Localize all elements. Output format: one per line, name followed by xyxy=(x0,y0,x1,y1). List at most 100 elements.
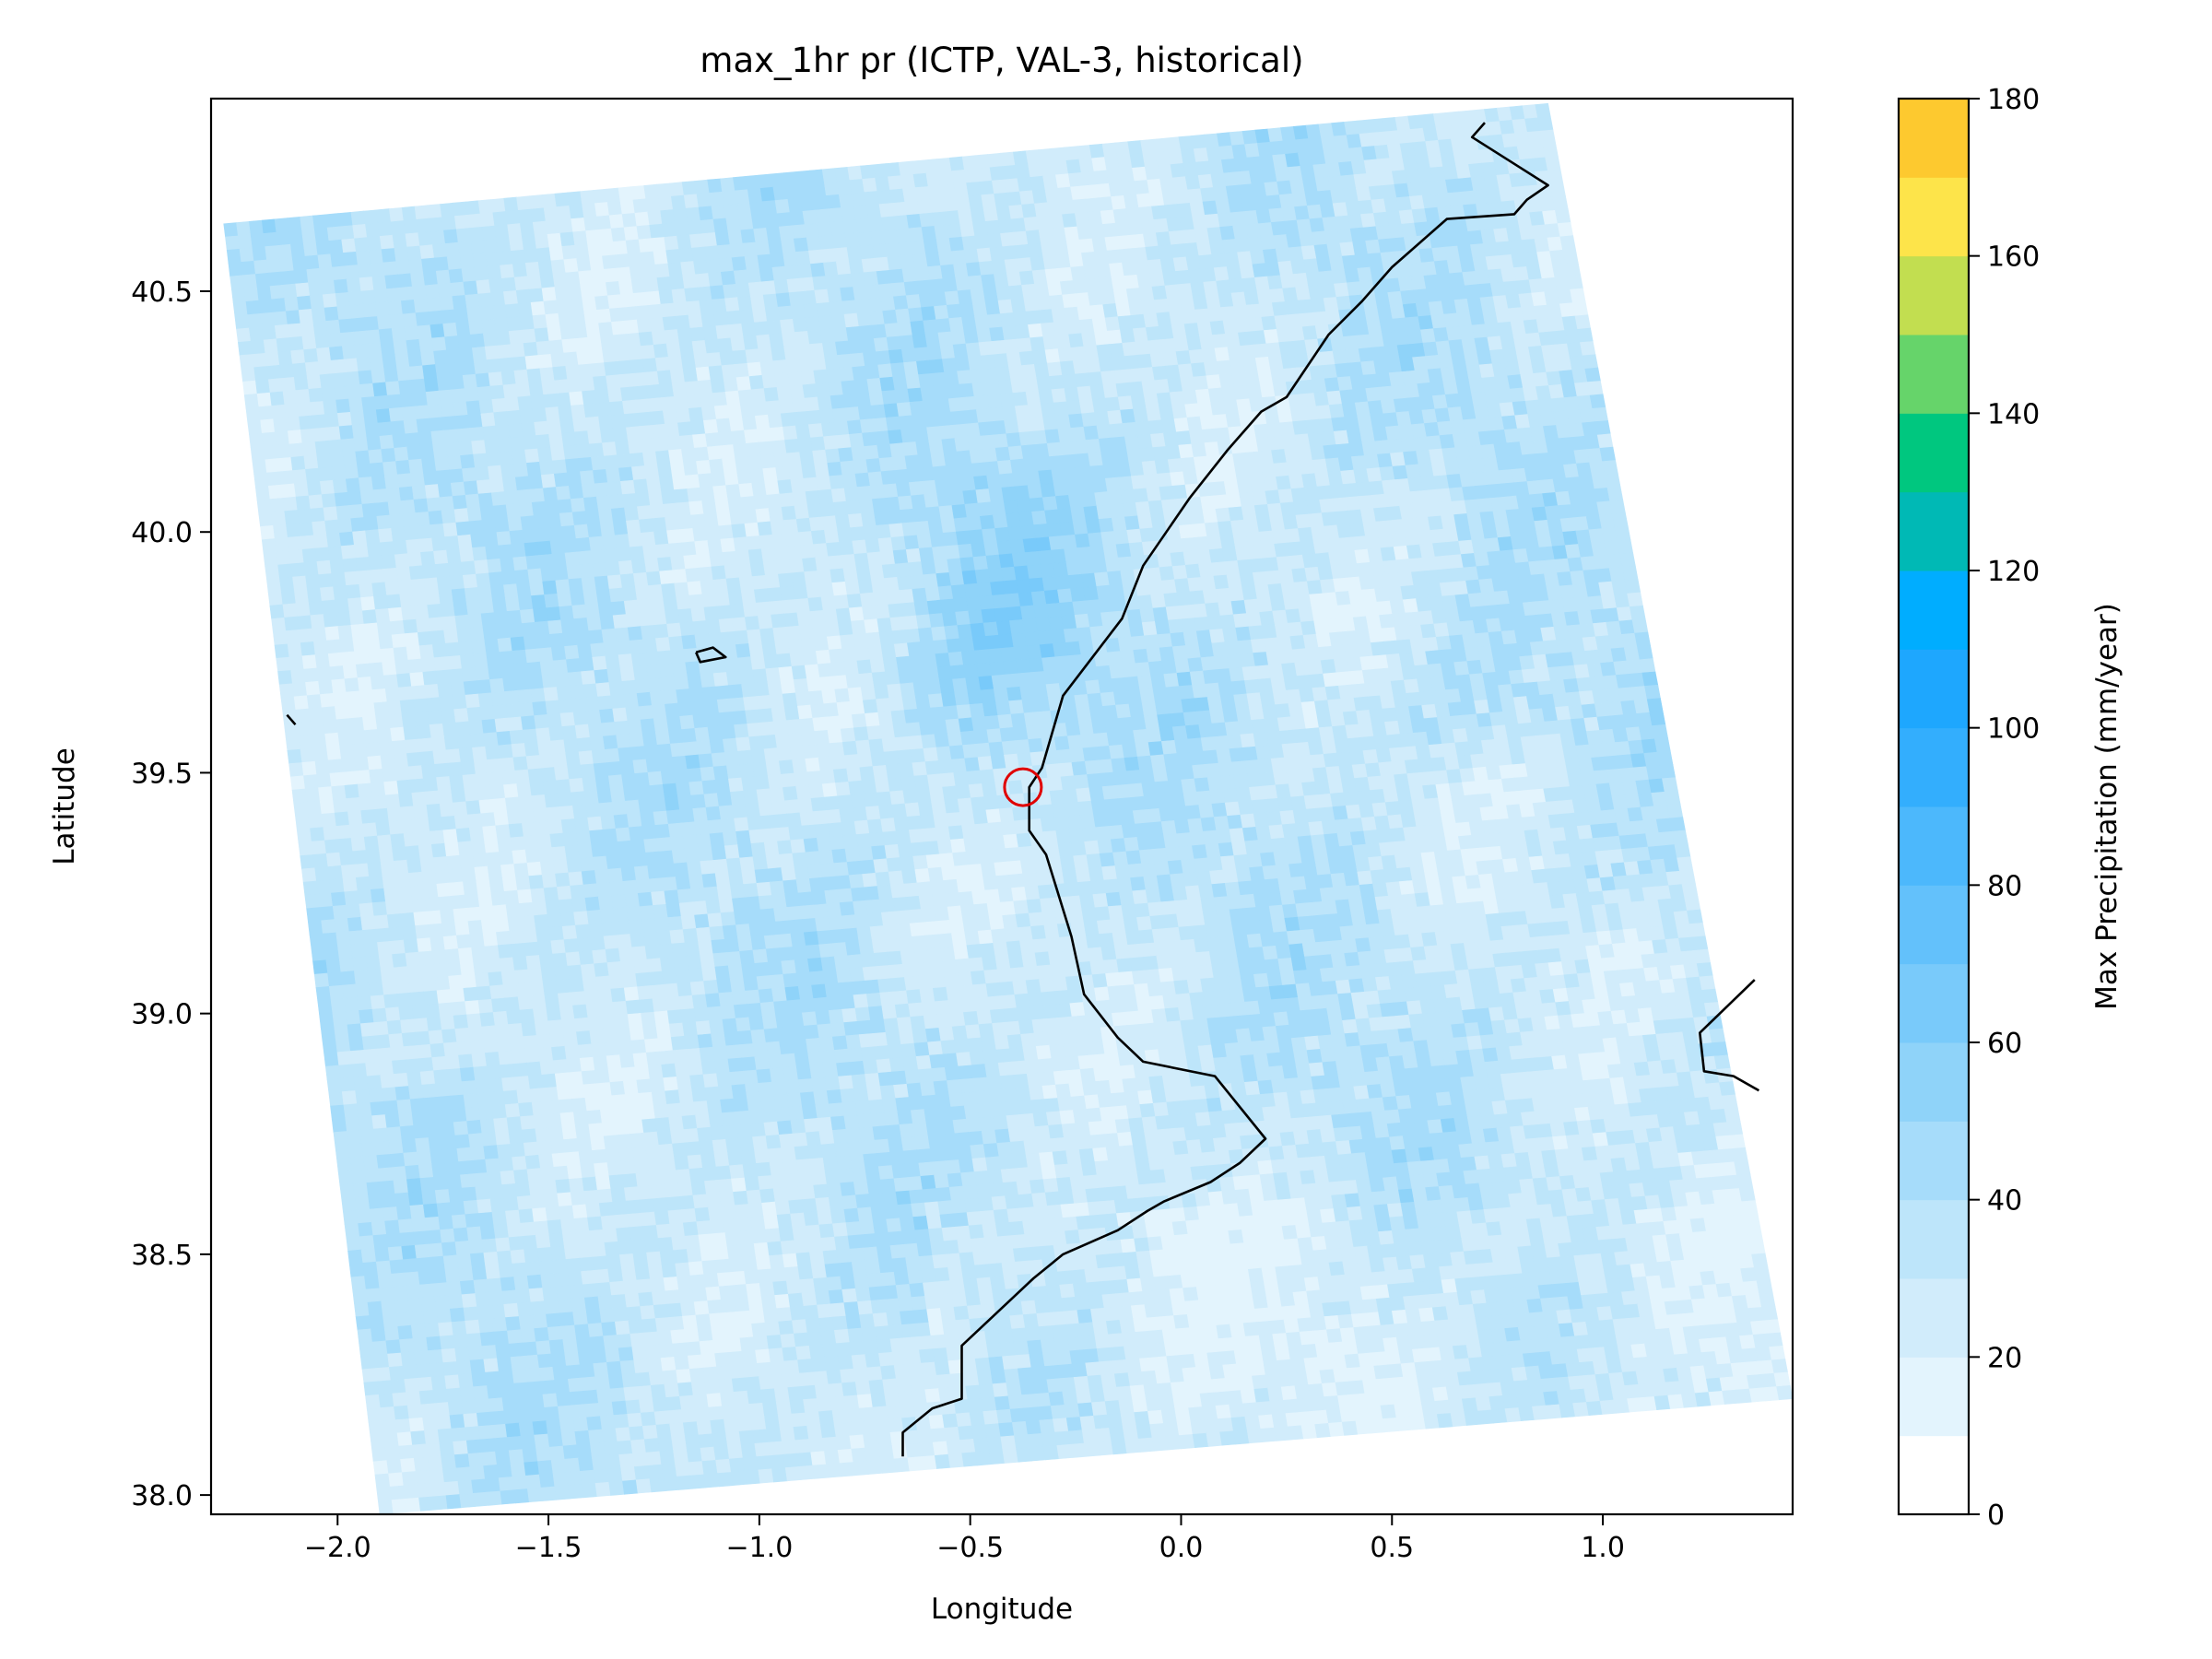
grid-cell xyxy=(1206,374,1222,390)
grid-cell xyxy=(274,643,290,659)
grid-cell xyxy=(683,461,699,477)
grid-cell xyxy=(1292,124,1309,141)
grid-cell xyxy=(1504,724,1522,739)
grid-cell xyxy=(322,293,338,309)
grid-cell xyxy=(937,759,955,775)
grid-cell xyxy=(933,639,949,654)
grid-cell xyxy=(1367,400,1384,416)
grid-cell xyxy=(266,364,282,381)
grid-cell xyxy=(930,452,947,468)
grid-cell xyxy=(799,717,816,734)
grid-cell xyxy=(1077,465,1093,482)
grid-cell xyxy=(228,262,243,277)
grid-cell xyxy=(1373,507,1390,523)
grid-cell xyxy=(604,454,619,470)
grid-cell xyxy=(429,523,445,539)
grid-cell xyxy=(593,282,608,298)
grid-cell xyxy=(744,254,760,271)
grid-cell xyxy=(835,607,852,623)
grid-cell xyxy=(1298,379,1315,395)
grid-cell xyxy=(398,379,414,395)
grid-cell xyxy=(762,467,779,483)
grid-cell xyxy=(387,500,404,516)
grid-cell xyxy=(1107,329,1124,345)
grid-cell xyxy=(1451,352,1467,368)
grid-cell xyxy=(1096,424,1112,440)
grid-cell xyxy=(1174,738,1191,754)
grid-cell xyxy=(895,228,912,243)
grid-cell xyxy=(323,506,339,522)
grid-cell xyxy=(445,641,461,657)
grid-cell xyxy=(1486,403,1502,418)
grid-cell xyxy=(1178,135,1194,151)
grid-cell xyxy=(959,557,976,572)
grid-cell xyxy=(1334,282,1350,298)
grid-cell xyxy=(1008,365,1025,381)
grid-cell xyxy=(331,571,347,588)
grid-cell xyxy=(346,277,362,293)
grid-cell xyxy=(1189,750,1206,766)
grid-cell xyxy=(820,421,837,438)
grid-cell xyxy=(306,800,323,816)
grid-cell xyxy=(1001,486,1018,501)
grid-cell xyxy=(761,373,778,389)
grid-cell xyxy=(424,683,440,700)
grid-cell xyxy=(1078,559,1095,575)
grid-cell xyxy=(712,298,727,313)
grid-cell xyxy=(918,627,935,642)
grid-cell xyxy=(963,168,980,183)
grid-cell xyxy=(278,683,295,699)
grid-cell xyxy=(1264,409,1280,425)
grid-cell xyxy=(593,468,608,485)
grid-cell xyxy=(288,442,305,458)
grid-cell xyxy=(413,298,429,313)
grid-cell xyxy=(1191,362,1207,378)
grid-cell xyxy=(1146,567,1162,582)
grid-cell xyxy=(382,261,398,276)
grid-cell xyxy=(1269,596,1287,612)
grid-cell xyxy=(516,782,533,798)
grid-cell xyxy=(794,330,810,347)
grid-cell xyxy=(461,666,477,683)
grid-cell xyxy=(1038,469,1054,485)
grid-cell xyxy=(1314,176,1331,193)
grid-cell xyxy=(695,273,711,288)
grid-cell xyxy=(749,294,766,311)
grid-cell xyxy=(580,283,595,299)
grid-cell xyxy=(1009,618,1026,635)
grid-cell xyxy=(495,331,512,347)
grid-cell xyxy=(924,493,940,509)
grid-cell xyxy=(1292,419,1309,436)
grid-cell xyxy=(670,555,687,571)
grid-cell xyxy=(424,284,441,300)
grid-cell xyxy=(1025,390,1041,406)
grid-cell xyxy=(697,379,713,395)
grid-cell xyxy=(818,582,835,598)
grid-cell xyxy=(919,466,935,482)
grid-cell xyxy=(1412,651,1429,666)
grid-cell xyxy=(1168,699,1184,714)
grid-cell xyxy=(1021,698,1038,714)
grid-cell xyxy=(440,402,456,418)
grid-cell xyxy=(1373,144,1391,160)
grid-cell xyxy=(1271,529,1288,545)
grid-cell xyxy=(782,252,798,267)
grid-cell xyxy=(895,482,912,498)
grid-cell xyxy=(574,724,591,739)
grid-cell xyxy=(352,850,369,865)
grid-cell xyxy=(1240,653,1256,668)
grid-cell xyxy=(609,400,625,417)
grid-cell xyxy=(1011,632,1028,648)
grid-cell xyxy=(481,225,497,241)
grid-cell xyxy=(644,464,660,480)
grid-cell xyxy=(874,778,890,794)
grid-cell xyxy=(1260,463,1277,478)
grid-cell xyxy=(468,720,485,735)
grid-cell xyxy=(252,459,267,475)
grid-cell xyxy=(1146,487,1162,502)
grid-cell xyxy=(403,218,419,235)
grid-cell xyxy=(475,772,491,788)
grid-cell xyxy=(1138,286,1155,302)
grid-cell xyxy=(751,574,768,591)
grid-cell xyxy=(1375,372,1393,388)
